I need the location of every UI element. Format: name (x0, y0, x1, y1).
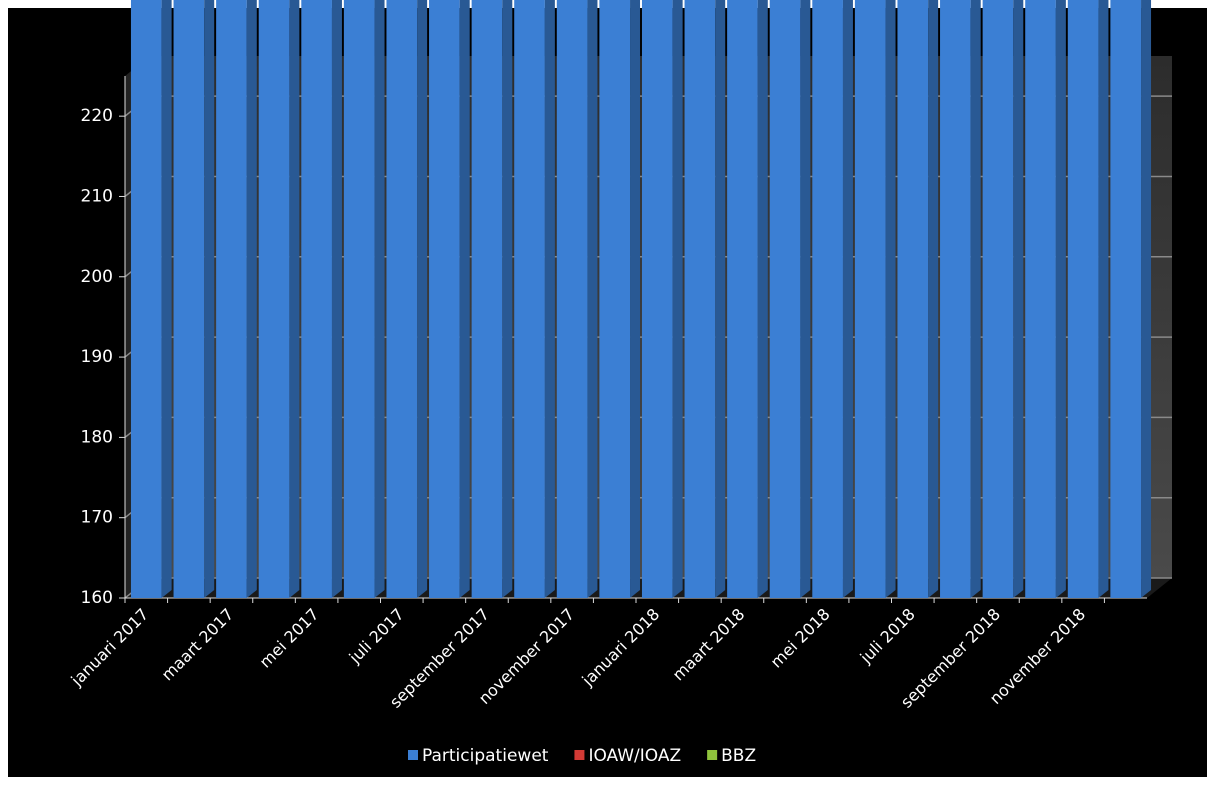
bar-segment (1025, 0, 1066, 599)
bar-front (386, 0, 418, 598)
bar-segment (599, 0, 641, 598)
bar-side (374, 0, 385, 598)
bar-side (289, 0, 300, 598)
bar-side (246, 0, 257, 598)
bar-front (599, 0, 631, 598)
y-tick-label: 160 (81, 588, 113, 608)
bar-segment (940, 0, 981, 598)
bar-front (130, 0, 162, 599)
bar-front (216, 0, 247, 598)
bar-front (940, 0, 971, 598)
bar-segment (727, 0, 768, 598)
bar-side (885, 0, 896, 598)
bar-segment (812, 0, 853, 598)
bar-segment (173, 0, 215, 598)
bar-side (161, 0, 172, 598)
bar-segment (982, 0, 1024, 598)
bar-front (812, 0, 843, 598)
bar-side (459, 0, 470, 598)
bar-segment (343, 0, 385, 599)
bar-side (544, 0, 555, 598)
bar-front (514, 0, 545, 598)
bar-side (672, 0, 683, 598)
bar-segment (556, 0, 598, 598)
bar-segment (897, 0, 939, 599)
bar-side (331, 0, 342, 598)
bar-front (982, 0, 1014, 598)
bar-front (471, 0, 503, 599)
bar-side (928, 0, 939, 598)
bar-front (854, 0, 886, 598)
bar-front (769, 0, 801, 598)
bar-side (757, 0, 768, 598)
bar-front (429, 0, 460, 598)
bar-segment (641, 0, 683, 599)
bar-side (800, 0, 811, 598)
y-tick-label: 170 (81, 508, 113, 528)
y-tick-label: 220 (81, 106, 113, 126)
legend-label: IOAW/IOAZ (588, 746, 681, 766)
bar-front (301, 0, 332, 598)
y-tick-label: 210 (81, 186, 113, 206)
bar-side (842, 0, 853, 598)
bar-front (556, 0, 588, 598)
bar-side (204, 0, 215, 598)
bar-segment (854, 0, 896, 598)
bar-segment (471, 0, 513, 599)
bar-segment (130, 0, 172, 599)
bar-front (1067, 0, 1099, 598)
bar-segment (514, 0, 555, 598)
bar-segment (258, 0, 300, 598)
bar-segment (1110, 0, 1152, 598)
bar-segment (769, 0, 811, 598)
bar-front (897, 0, 929, 599)
bar-front (641, 0, 673, 599)
y-tick-label: 190 (81, 347, 113, 367)
bar-front (173, 0, 205, 598)
bar-side (970, 0, 981, 598)
bar-segment (684, 0, 726, 599)
bar-front (1110, 0, 1142, 598)
legend-marker (707, 750, 718, 760)
bar-side (1141, 0, 1152, 598)
bar-side (417, 0, 428, 598)
bar-segment (429, 0, 470, 598)
legend-label: Participatiewet (422, 746, 549, 766)
bar-side (715, 0, 726, 598)
legend-marker (574, 750, 585, 760)
bar-front (727, 0, 758, 598)
bar-segment (386, 0, 428, 598)
bar-front (343, 0, 375, 599)
bar-front (258, 0, 290, 598)
y-tick-label: 180 (81, 427, 113, 447)
bar-front (684, 0, 716, 599)
bar-segment (1067, 0, 1109, 598)
bar-side (1098, 0, 1109, 598)
bar-side (1013, 0, 1024, 598)
bar-side (1055, 0, 1066, 598)
legend-marker (408, 750, 418, 760)
bar-front (1025, 0, 1056, 599)
y-tick-label: 200 (81, 267, 113, 287)
bar-side (502, 0, 513, 598)
bar-segment (301, 0, 342, 598)
bar-side (630, 0, 641, 598)
legend-label: BBZ (721, 746, 756, 766)
bar-side (587, 0, 598, 598)
bar-segment (216, 0, 257, 598)
